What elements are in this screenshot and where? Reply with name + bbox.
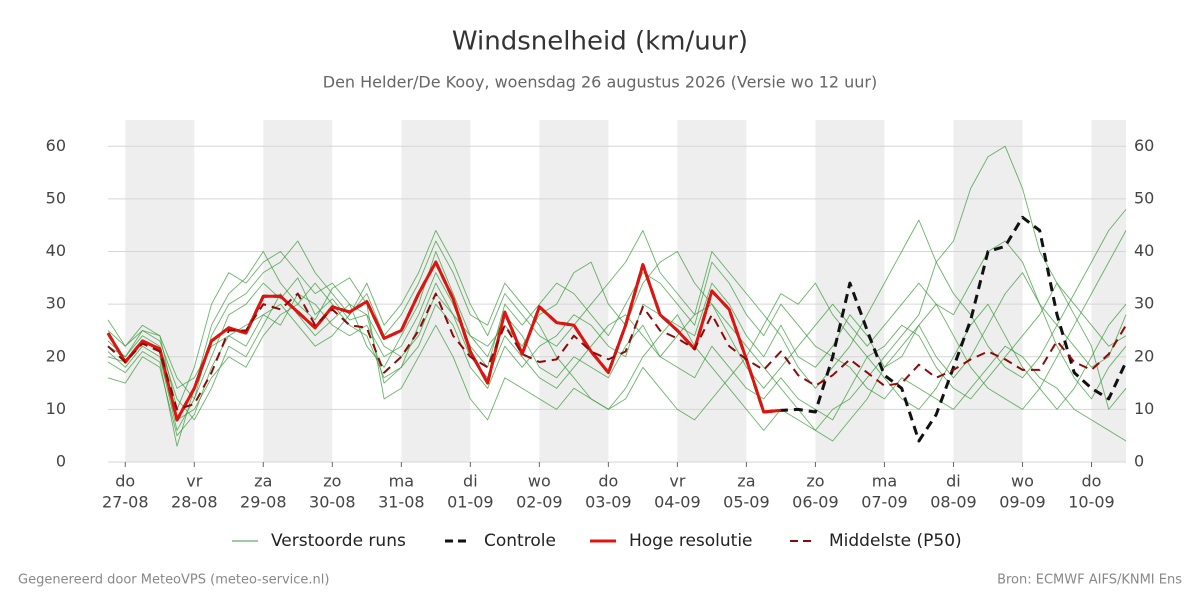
ensemble-line	[107, 145, 1127, 447]
legend-label: Hoge resolutie	[629, 531, 753, 551]
day-band	[263, 120, 333, 462]
day-band	[815, 120, 885, 462]
x-tick-date: 06-09	[792, 493, 839, 512]
x-tick-day: vr	[669, 472, 685, 491]
day-band	[1091, 120, 1126, 462]
y-tick-label-right: 40	[1134, 241, 1154, 260]
x-tick-date: 07-09	[861, 493, 908, 512]
ensemble-line	[107, 251, 1127, 421]
x-tick-day: do	[1082, 472, 1102, 491]
x-tick-day: di	[946, 472, 961, 491]
footer-left: Gegenereerd door MeteoVPS (meteo-service…	[18, 573, 329, 588]
ensemble-line	[107, 209, 1127, 400]
x-tick-date: 31-08	[378, 493, 425, 512]
x-tick-day: vr	[186, 472, 202, 491]
x-tick-day: za	[254, 472, 272, 491]
y-tick-label-right: 50	[1134, 188, 1154, 207]
x-tick-date: 01-09	[447, 493, 494, 512]
y-tick-label-right: 10	[1134, 399, 1154, 418]
x-tick-date: 04-09	[654, 493, 701, 512]
day-band	[953, 120, 1023, 462]
footer-right: Bron: ECMWF AIFS/KNMI Ens	[997, 573, 1182, 588]
x-tick-date: 29-08	[240, 493, 287, 512]
y-tick-label: 50	[46, 188, 66, 207]
chart-subtitle: Den Helder/De Kooy, woensdag 26 augustus…	[323, 73, 878, 92]
x-tick-date: 08-09	[930, 493, 977, 512]
ensemble-line	[107, 230, 1127, 421]
x-tick-day: do	[115, 472, 135, 491]
y-tick-label: 10	[46, 399, 66, 418]
y-tick-label: 60	[46, 136, 66, 155]
x-tick-date: 27-08	[102, 493, 149, 512]
x-tick-day: za	[737, 472, 755, 491]
y-tick-label: 0	[56, 452, 66, 471]
y-tick-label-right: 30	[1134, 294, 1154, 313]
day-band	[401, 120, 471, 462]
x-tick-date: 02-09	[516, 493, 563, 512]
day-band	[125, 120, 195, 462]
y-tick-label: 30	[46, 294, 66, 313]
x-tick-day: wo	[1011, 472, 1034, 491]
y-tick-label-right: 60	[1134, 136, 1154, 155]
x-tick-date: 30-08	[309, 493, 356, 512]
x-tick-day: wo	[528, 472, 551, 491]
x-tick-date: 28-08	[171, 493, 218, 512]
legend-label: Middelste (P50)	[829, 531, 962, 551]
x-tick-day: ma	[389, 472, 414, 491]
x-tick-day: ma	[872, 472, 897, 491]
legend-label: Controle	[484, 531, 556, 551]
chart-title: Windsnelheid (km/uur)	[452, 27, 748, 57]
y-tick-label-right: 20	[1134, 346, 1154, 365]
x-tick-day: zo	[806, 472, 824, 491]
y-tick-label: 40	[46, 241, 66, 260]
x-tick-day: di	[463, 472, 478, 491]
x-tick-date: 09-09	[999, 493, 1046, 512]
x-tick-date: 05-09	[723, 493, 770, 512]
y-tick-label: 20	[46, 346, 66, 365]
y-tick-label-right: 0	[1134, 452, 1144, 471]
ensemble-line	[107, 251, 1127, 442]
day-band	[539, 120, 609, 462]
series-line	[107, 292, 1127, 411]
x-tick-day: do	[598, 472, 618, 491]
x-tick-date: 03-09	[585, 493, 632, 512]
series-line	[106, 260, 782, 422]
x-tick-day: zo	[323, 472, 341, 491]
legend-label: Verstoorde runs	[271, 531, 406, 551]
x-tick-date: 10-09	[1068, 493, 1115, 512]
ensemble-line	[107, 240, 1127, 437]
